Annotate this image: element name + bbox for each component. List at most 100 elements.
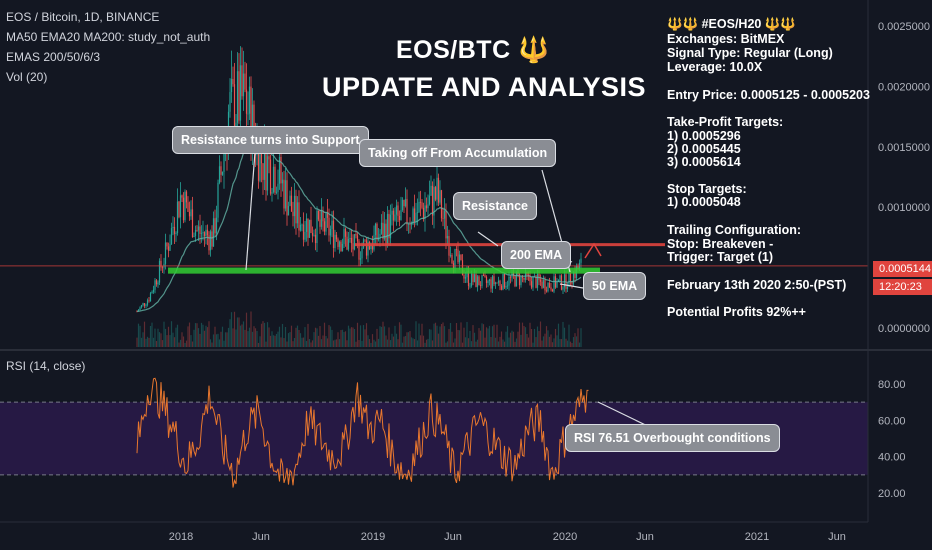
volume-bar [343,331,345,347]
volume-bar [140,337,143,347]
volume-bar [353,328,356,347]
volume-bar [431,340,434,347]
candle-body [200,233,203,234]
candle-body [487,281,489,283]
volume-bar [247,331,249,347]
candle-body [515,271,518,287]
volume-bar [499,336,501,347]
candle-body [509,276,512,278]
candle-body [505,286,507,288]
volume-bar [502,339,504,347]
candle-body [176,201,179,233]
volume-bar [517,331,519,347]
volume-bar [487,328,489,347]
volume-bar [326,338,329,347]
candle-body [289,195,291,206]
volume-bar [262,321,264,347]
candle-body [197,226,200,231]
volume-bar [482,324,485,347]
candle-body [353,234,356,250]
volume-bar [448,329,450,347]
volume-bar [136,337,138,347]
volume-bar [538,331,540,347]
rsi-legend[interactable]: RSI (14, close) [6,359,86,373]
candle-body [458,254,461,263]
candle-body [437,177,440,203]
candle-body [221,171,224,175]
callout-rsi[interactable]: RSI 76.51 Overbought conditions [565,424,780,452]
tp-3: 3) 0.0005614 [667,155,741,169]
candle-body [428,195,431,205]
support-zone [168,267,600,274]
candle-body [293,195,296,217]
study-volume[interactable]: Vol (20) [6,70,48,84]
volume-bar [256,330,258,347]
callout-resistance[interactable]: Resistance [453,192,538,220]
candle-body [305,218,308,232]
volume-bar [578,342,581,347]
volume-bar [151,322,153,347]
volume-bar [206,327,209,347]
candle-body [313,234,315,236]
volume-bar [209,339,212,347]
volume-bar [188,322,191,347]
candle-body [190,209,192,217]
candle-body [451,255,453,264]
candle-body [241,65,243,97]
time-tick-label: 2019 [361,531,385,543]
callout-200ema[interactable]: 200 EMA [501,241,572,269]
candle-body [182,197,185,221]
candle-body [292,211,294,217]
stop-1: 1) 0.0005048 [667,195,741,209]
volume-bar [152,337,155,347]
callout-support[interactable]: Resistance turns into Support [172,126,369,154]
volume-bar [322,335,324,347]
candle-body [479,285,482,287]
signal-heading: 🔱🔱 #EOS/H20 🔱🔱 [667,17,796,31]
callout-accumulation[interactable]: Taking off From Accumulation [359,139,557,167]
callout-50ema[interactable]: 50 EMA [583,272,647,300]
volume-bar [503,341,506,347]
volume-bar [275,333,278,347]
volume-bar [227,327,230,347]
volume-bar [350,327,353,347]
candle-body [316,210,318,244]
time-tick-label: Jun [828,531,846,543]
volume-bar [374,341,377,347]
volume-bar [547,330,549,347]
volume-bar [476,339,479,347]
candle-body [277,183,279,192]
volume-bar [203,330,206,347]
volume-bar [176,324,179,347]
study-emas[interactable]: EMAS 200/50/6/3 [6,50,101,64]
volume-bar [518,322,521,347]
volume-bar [520,334,522,347]
candle-body [371,245,374,250]
volume-bar [235,329,237,347]
candle-body [569,269,572,283]
volume-bar [379,326,381,347]
volume-bar [449,323,452,347]
study-ma[interactable]: MA50 EMA20 MA200: study_not_auth [6,30,211,44]
volume-bar [371,334,374,347]
volume-bar [488,325,491,347]
pointer-support [245,151,256,271]
candle-body [335,234,338,240]
volume-bar [506,326,509,347]
symbol-title[interactable]: EOS / Bitcoin, 1D, BINANCE [6,10,160,24]
candle-body [173,226,176,234]
rsi-tick-label: 60.00 [878,415,906,427]
volume-bar [199,333,201,347]
candle-body [247,113,249,115]
candle-body [383,223,386,239]
volume-bar [250,311,252,347]
volume-bar [284,326,287,347]
signal-type: Signal Type: Regular (Long) [667,46,833,60]
candle-body [425,205,428,209]
candle-body [404,199,407,207]
candle-body [149,293,152,302]
volume-bar [193,329,195,347]
candle-body [164,242,167,264]
candle-body [395,205,398,215]
candle-body [214,218,216,234]
